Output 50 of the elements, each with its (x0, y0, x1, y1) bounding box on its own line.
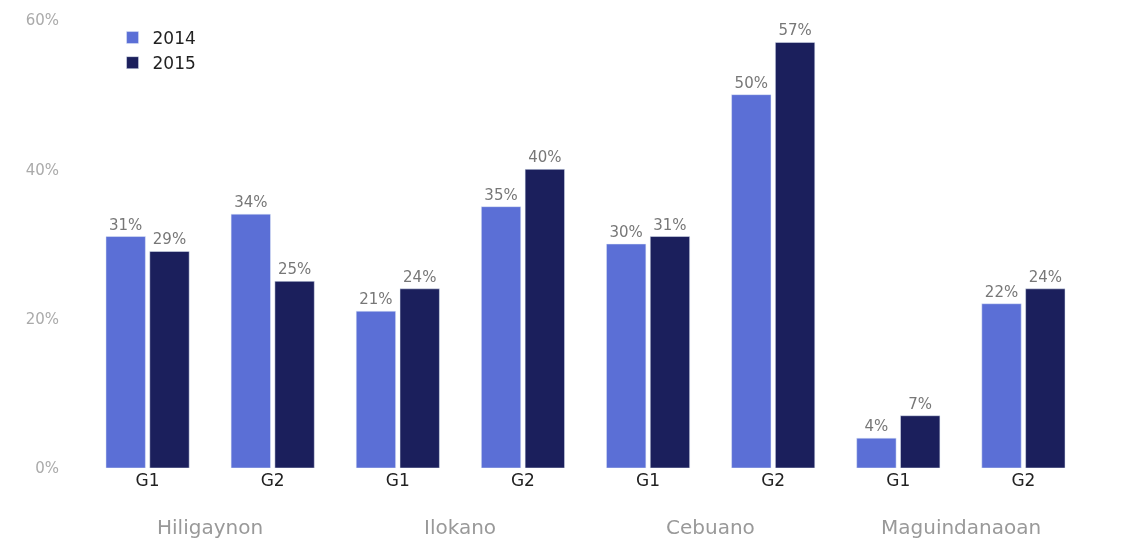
data-label: 21% (359, 290, 393, 309)
data-label: 31% (653, 215, 687, 234)
bar (149, 251, 190, 468)
bar (731, 94, 772, 468)
data-label: 57% (778, 21, 812, 40)
bar (606, 243, 647, 468)
y-tick-label: 40% (25, 160, 59, 179)
data-label: 24% (403, 267, 437, 286)
y-tick-label: 20% (25, 309, 59, 328)
x-tick-label: G1 (636, 470, 661, 490)
y-tick-label: 60% (25, 11, 59, 30)
text: Ilokano (424, 515, 497, 539)
bar (399, 288, 440, 468)
x-tick-label: G2 (1011, 470, 1036, 490)
bar (230, 213, 271, 468)
bar (1025, 288, 1066, 468)
x-tick-label: G2 (260, 470, 285, 490)
bar (650, 236, 690, 468)
bar (775, 42, 816, 468)
bar (105, 236, 146, 468)
bar (524, 169, 565, 468)
data-label: 7% (908, 394, 933, 413)
x-tick-label: G2 (761, 470, 786, 490)
data-label: 40% (528, 148, 562, 167)
x-tick-label: G1 (886, 470, 911, 490)
bar (900, 415, 941, 468)
bar (981, 303, 1022, 468)
data-label: 34% (234, 193, 268, 212)
data-label: 29% (152, 230, 187, 249)
legend-label: 2015 (152, 53, 196, 74)
x-tick-label: G1 (135, 470, 160, 490)
bar (274, 281, 315, 468)
bar (481, 206, 521, 468)
text: Hiligaynon (157, 515, 264, 539)
legend-label: 2014 (152, 28, 196, 49)
data-label: 31% (109, 215, 143, 234)
text: Cebuano (666, 515, 755, 539)
text: Maguindanaoan (881, 515, 1042, 539)
data-label: 35% (484, 185, 518, 204)
x-tick-label: G1 (385, 470, 410, 490)
bar (355, 310, 396, 468)
data-label: 25% (277, 260, 312, 279)
data-label: 50% (734, 73, 768, 92)
data-label: 4% (864, 417, 889, 436)
data-label: 24% (1028, 267, 1062, 286)
data-label: 22% (984, 282, 1019, 301)
x-tick-label: G2 (510, 470, 535, 490)
y-tick-label: 0% (35, 459, 59, 478)
bar (856, 437, 897, 468)
data-label: 30% (609, 223, 643, 241)
